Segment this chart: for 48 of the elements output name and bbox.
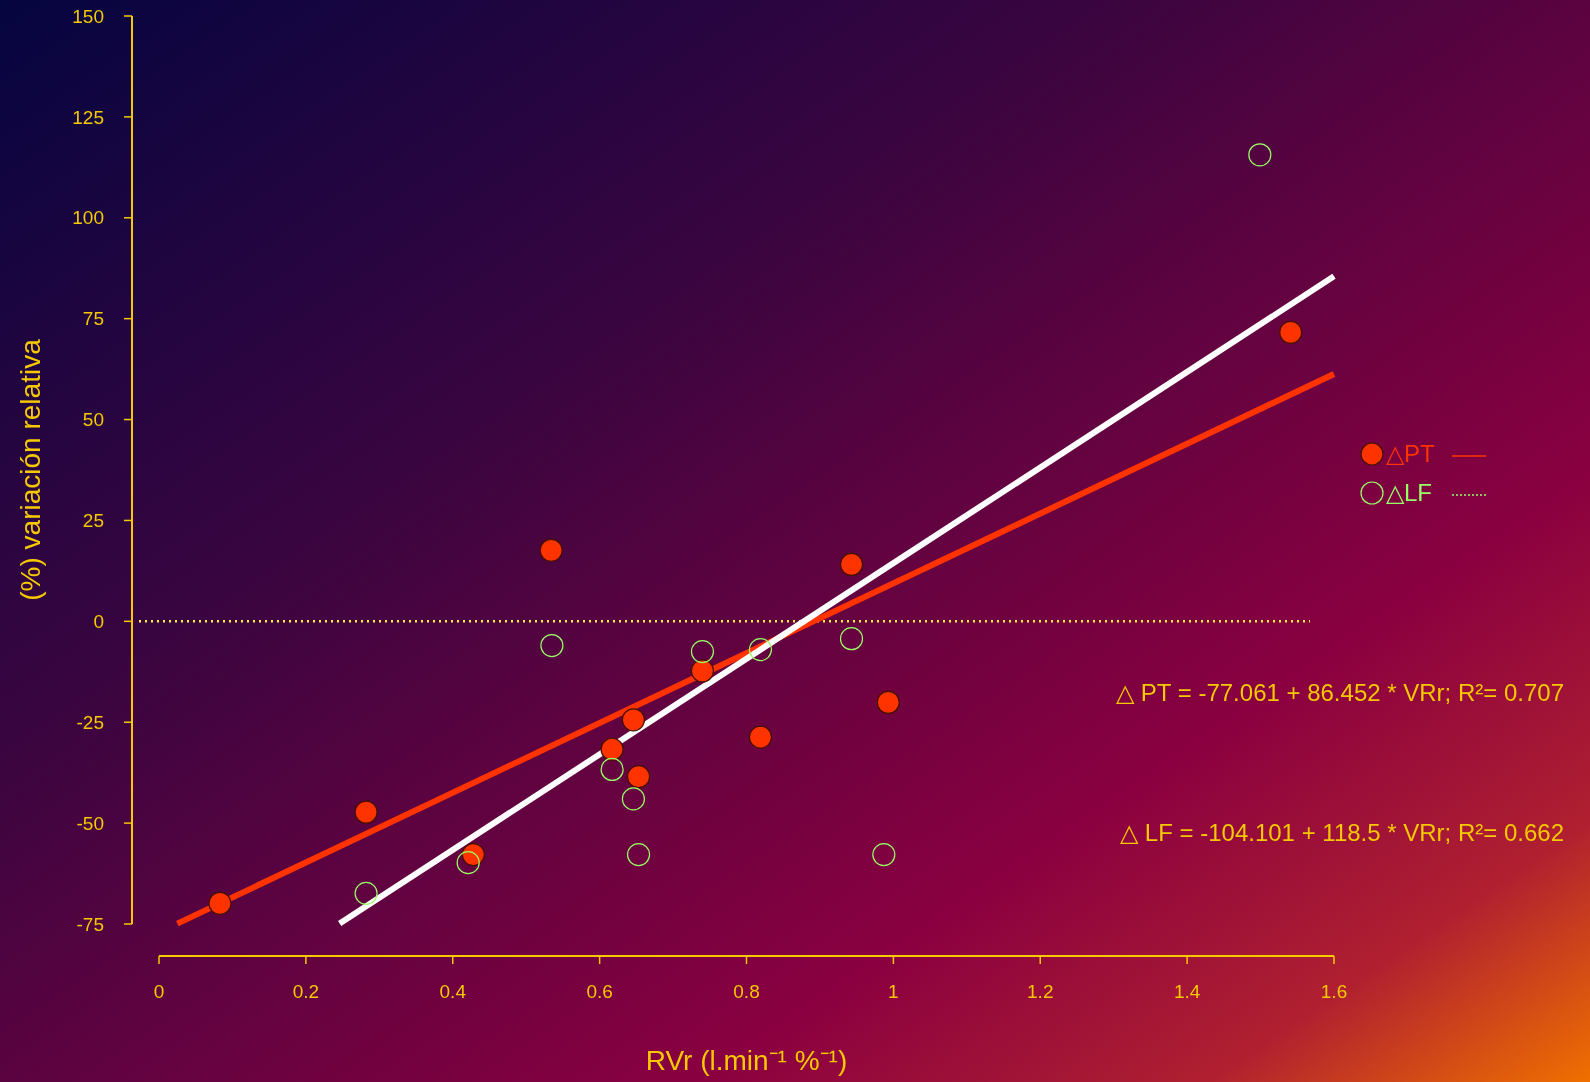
y-tick-label: -50 <box>76 812 104 834</box>
x-tick-label: 1.4 <box>1173 981 1201 1002</box>
point <box>690 640 715 664</box>
y-axis-title: (%) variación relativa <box>15 338 46 601</box>
x-tick-label: 0 <box>153 981 165 1002</box>
y-tick-label: 100 <box>72 207 104 229</box>
point <box>748 725 773 749</box>
point <box>539 538 563 562</box>
point <box>839 627 864 651</box>
legend-label: △LF <box>1386 479 1433 507</box>
annotation: △ PT = -77.061 + 86.452 * VRr; R²= 0.707 <box>1116 679 1564 706</box>
point <box>621 708 646 732</box>
point <box>1248 143 1272 167</box>
point <box>626 765 651 789</box>
point <box>690 659 715 683</box>
x-tick-label: 0.2 <box>292 981 320 1002</box>
point <box>456 851 480 875</box>
point <box>876 690 900 715</box>
point <box>354 881 378 905</box>
y-tick-label: 125 <box>72 106 104 128</box>
x-tick-label: 1.2 <box>1027 981 1054 1002</box>
point <box>540 633 564 658</box>
point <box>621 787 646 811</box>
point <box>461 842 485 867</box>
y-tick-label: 50 <box>82 409 104 431</box>
y-tick-label: 75 <box>82 308 104 330</box>
legend-label: △PT <box>1386 440 1436 468</box>
x-tick-label: 0.6 <box>586 981 613 1002</box>
point <box>1279 320 1303 344</box>
x-tick-label: 0.8 <box>733 981 760 1002</box>
point <box>354 800 378 824</box>
y-tick-label: 150 <box>72 5 104 27</box>
x-tick-label: 1.6 <box>1320 981 1348 1002</box>
point <box>872 842 896 867</box>
point <box>208 891 232 916</box>
point <box>600 737 624 761</box>
annotation: △ LF = -104.101 + 118.5 * VRr; R²= 0.662 <box>1120 819 1564 846</box>
x-axis-title: RVr (l.min⁻¹ %⁻¹) <box>645 1045 848 1076</box>
y-tick-label: 0 <box>93 610 104 632</box>
point <box>748 637 773 662</box>
point <box>600 757 624 782</box>
x-tick-label: 1 <box>888 981 899 1002</box>
y-tick-label: -25 <box>76 711 104 733</box>
point <box>626 842 651 867</box>
y-tick-label: 25 <box>82 510 104 532</box>
x-tick-label: 0.4 <box>439 981 467 1002</box>
point <box>839 552 864 577</box>
y-tick-label: -75 <box>76 913 104 935</box>
